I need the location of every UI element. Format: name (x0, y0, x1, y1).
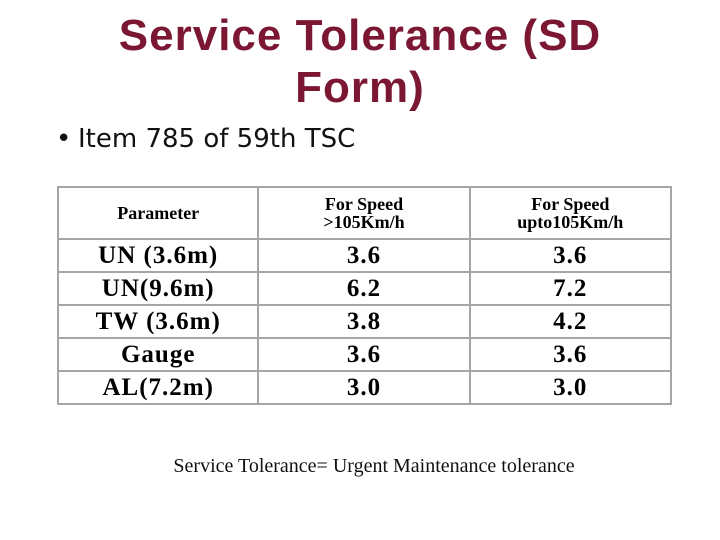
bullet-dot: • (56, 124, 72, 154)
bullet-text: Item 785 of 59th TSC (78, 124, 356, 154)
footnote: Service Tolerance= Urgent Maintenance to… (173, 455, 575, 477)
title-line: Form) (295, 63, 425, 112)
table-row: AL(7.2m) 3.0 3.0 (56, 370, 673, 405)
table-row: Gauge 3.6 3.6 (56, 337, 673, 372)
value-cell: 3.6 (257, 238, 471, 273)
value-cell: 7.2 (468, 271, 673, 306)
header-cell: Parameter (56, 186, 260, 240)
header-row: Parameter For Speed >105Km/h For Speed upt… (56, 186, 673, 240)
value-cell: 3.8 (257, 304, 471, 339)
value-cell: 3.6 (468, 337, 673, 372)
table-row: UN(9.6m) 6.2 7.2 (56, 271, 673, 306)
header-cell: For Speed upto105Km/h (468, 186, 673, 240)
value-cell: 3.0 (257, 370, 471, 405)
value-cell: 3.6 (468, 238, 673, 273)
parameter-cell: UN(9.6m) (56, 271, 260, 306)
parameter-cell: Gauge (56, 337, 260, 372)
header-cell: For Speed >105Km/h (257, 186, 471, 240)
table-row: TW (3.6m) 3.8 4.2 (56, 304, 673, 339)
value-cell: 3.6 (257, 337, 471, 372)
table-body: UN (3.6m) 3.6 3.6 UN(9.6m) 6.2 7.2 TW (3.6m) 3.… (56, 238, 673, 405)
table-row: UN (3.6m) 3.6 3.6 (56, 238, 673, 273)
title-line: Service Tolerance (SD (118, 11, 602, 60)
title: Service Tolerance (SD Form) (0, 10, 720, 114)
parameter-cell: UN (3.6m) (56, 238, 260, 273)
tolerance-table: Parameter For Speed >105Km/h For Speed upt… (56, 186, 673, 405)
value-cell: 4.2 (468, 304, 673, 339)
bullet-item: • Item 785 of 59th TSC (56, 124, 355, 154)
parameter-cell: AL(7.2m) (56, 370, 260, 405)
parameter-cell: TW (3.6m) (56, 304, 260, 339)
value-cell: 6.2 (257, 271, 471, 306)
value-cell: 3.0 (468, 370, 673, 405)
